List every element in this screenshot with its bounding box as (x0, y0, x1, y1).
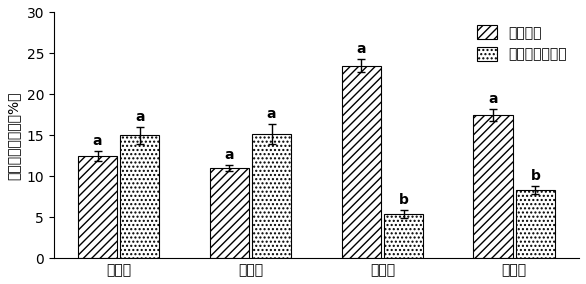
Text: b: b (530, 169, 540, 183)
Bar (473, 115, 513, 258)
Legend: 水稻单作, 水稻与慈姑间作: 水稻单作, 水稻与慈姑间作 (472, 19, 572, 67)
Text: a: a (267, 106, 277, 121)
Y-axis label: 有效茎赙病叶率（%）: 有效茎赙病叶率（%） (7, 91, 21, 179)
Bar (78, 156, 117, 258)
Text: a: a (135, 110, 145, 124)
Text: a: a (356, 42, 366, 56)
Bar (252, 134, 291, 258)
Bar (342, 66, 381, 258)
Bar (384, 214, 423, 258)
Bar (516, 190, 555, 258)
Bar (120, 135, 159, 258)
Text: b: b (398, 193, 408, 206)
Text: a: a (93, 133, 102, 148)
Bar (210, 168, 249, 258)
Text: a: a (489, 92, 498, 106)
Text: a: a (224, 147, 234, 162)
